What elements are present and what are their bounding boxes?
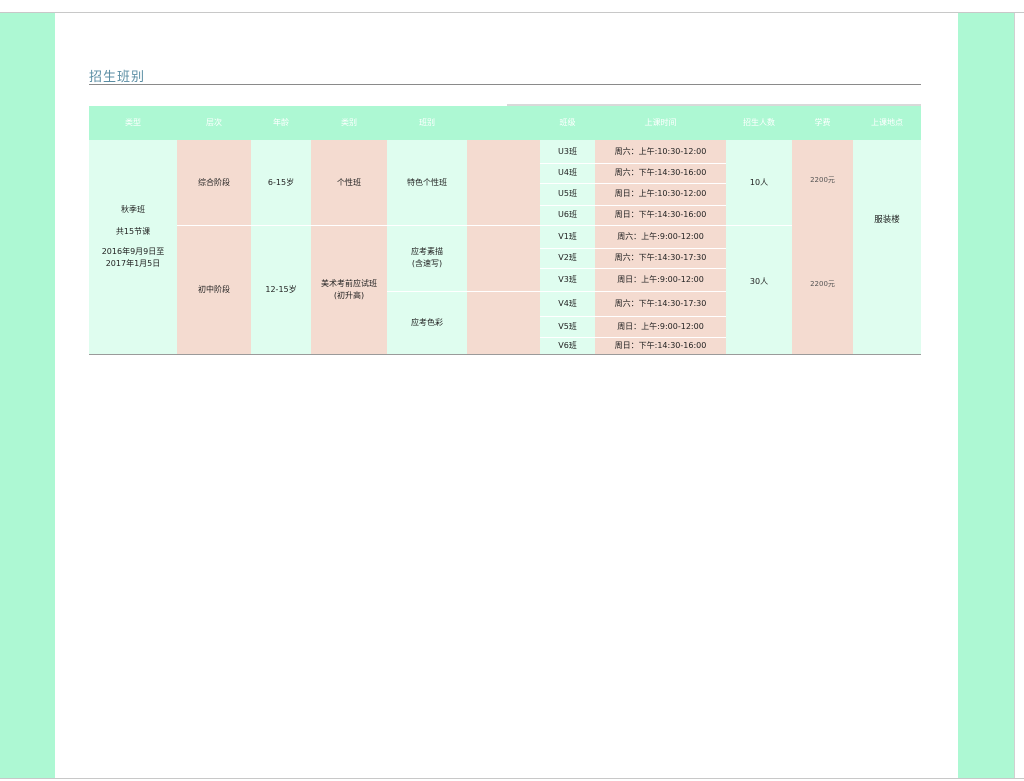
header-class-type: 班别 [419, 118, 435, 127]
class-name-cell: V5班 [540, 316, 595, 337]
header-age: 年龄 [273, 118, 289, 127]
blank-cell [467, 140, 540, 225]
level-cell: 初中阶段 [177, 225, 251, 354]
class-name-cell: V6班 [540, 337, 595, 354]
header-class: 班级 [559, 118, 576, 127]
class-time-cell: 周日：下午:14:30-16:00 [595, 337, 726, 354]
class-time-cell: 周日：上午:9:00-12:00 [595, 268, 726, 291]
class-name-cell: V2班 [540, 248, 595, 268]
header-level: 层次 [206, 118, 222, 127]
header-fee: 学费 [814, 118, 831, 127]
class-name-cell: U3班 [540, 140, 595, 163]
class-name-cell: V1班 [540, 225, 595, 248]
row-divider [540, 316, 726, 317]
class-time-cell: 周六：上午:10:30-12:00 [595, 140, 726, 163]
title-underline [89, 84, 921, 85]
type-dates: 2016年9月9日至 2017年1月5日 [101, 247, 165, 268]
header-enrollment: 招生人数 [743, 118, 775, 127]
blank-cell [467, 225, 540, 354]
class-type-cell: 特色个性班 [387, 140, 467, 225]
type-cell: 秋季班 共15节课 2016年9月9日至 2017年1月5日 [89, 140, 177, 354]
class-name-cell: V3班 [540, 268, 595, 291]
section-title: 招生班别 [89, 70, 146, 85]
row-divider [540, 337, 726, 338]
row-divider [540, 248, 726, 249]
page-top-rule [0, 12, 1024, 13]
class-type-cell: 应考素描 (含速写) [387, 225, 467, 291]
class-time-cell: 周六：下午:14:30-16:00 [595, 163, 726, 183]
type-lessons: 共15节课 [115, 227, 151, 237]
right-page-edge [1014, 13, 1024, 778]
left-margin-band [0, 13, 55, 778]
enrollment-cell: 10人 [726, 140, 792, 225]
right-margin-band [958, 13, 1014, 778]
level-cell: 综合阶段 [177, 140, 251, 225]
row-divider [540, 205, 726, 206]
header-category: 类别 [341, 118, 357, 127]
row-divider [177, 225, 792, 226]
category-cell: 个性班 [311, 140, 387, 225]
header-type: 类型 [125, 118, 141, 127]
class-name-cell: V4班 [540, 291, 595, 316]
row-divider [540, 163, 726, 164]
class-time-cell: 周六：下午:14:30-17:30 [595, 248, 726, 268]
header-blank [467, 106, 540, 140]
age-cell: 6-15岁 [251, 140, 311, 225]
age-cell: 12-15岁 [251, 225, 311, 354]
row-divider [387, 291, 726, 292]
fee-cell: 2200元 [792, 225, 853, 354]
class-time-cell: 周六：下午:14:30-17:30 [595, 291, 726, 316]
class-name-cell: U5班 [540, 183, 595, 205]
class-time-cell: 周六：上午:9:00-12:00 [595, 225, 726, 248]
page-bottom-rule [0, 778, 1024, 779]
row-divider [540, 183, 726, 184]
enrollment-cell: 30人 [726, 225, 792, 354]
header-time: 上课时间 [644, 118, 677, 127]
class-time-cell: 周日：上午:10:30-12:00 [595, 183, 726, 205]
class-type-cell: 应考色彩 [387, 291, 467, 354]
class-time-cell: 周日：上午:9:00-12:00 [595, 316, 726, 337]
category-cell: 美术考前应试班 (初升高) [311, 225, 387, 354]
table-header: 类型 层次 年龄 类别 班别 班级 上课时间 招生人数 学费 上课地点 [89, 106, 921, 140]
location-cell: 服装楼 [853, 140, 921, 354]
type-season: 秋季班 [121, 205, 145, 215]
class-name-cell: U6班 [540, 205, 595, 225]
header-location: 上课地点 [871, 118, 903, 127]
row-divider [540, 268, 726, 269]
table-bottom-rule [89, 354, 921, 355]
class-time-cell: 周日：下午:14:30-16:00 [595, 205, 726, 225]
header-top-line [507, 104, 921, 106]
class-name-cell: U4班 [540, 163, 595, 183]
fee-cell: 2200元 [792, 140, 853, 225]
